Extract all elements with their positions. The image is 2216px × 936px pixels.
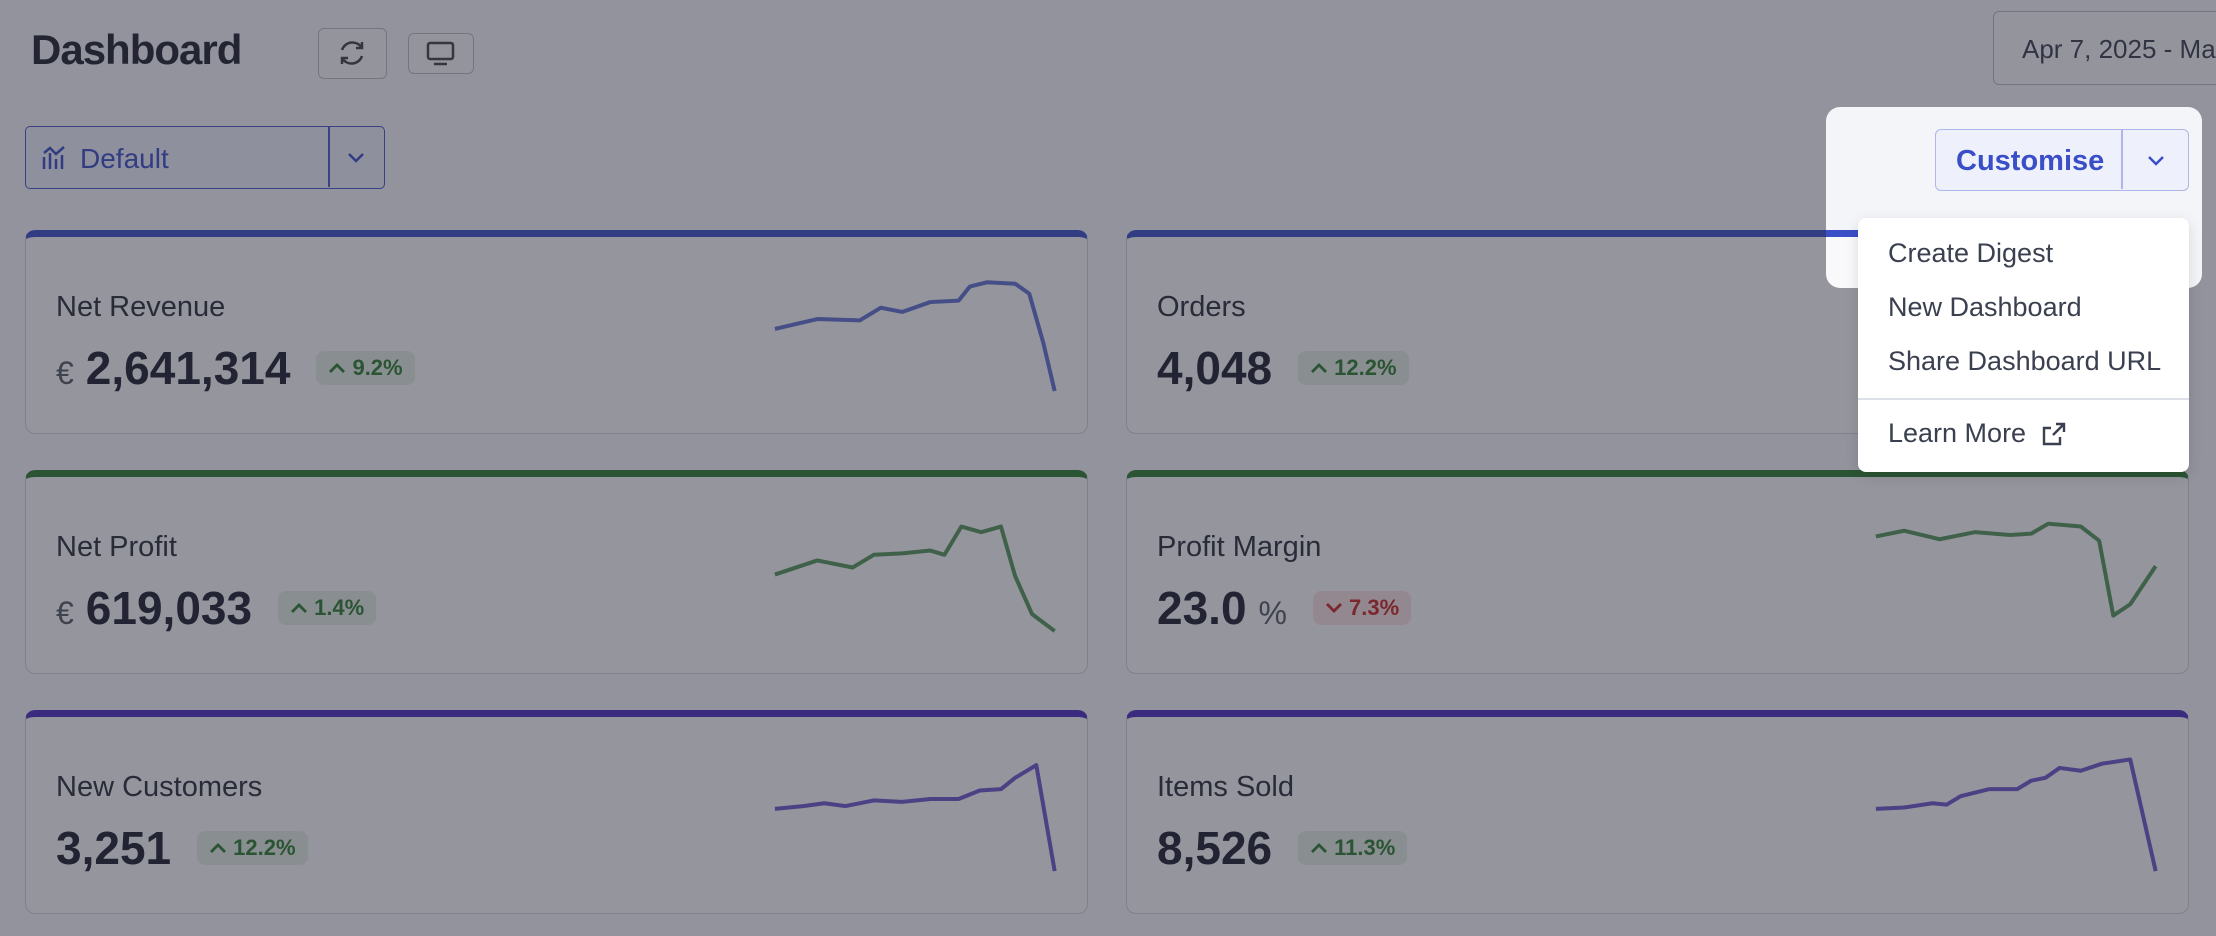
metric-card: New Customers 3,251 12.2% xyxy=(25,710,1088,914)
metric-value-row: €619,033 1.4% xyxy=(56,581,377,635)
currency: € xyxy=(56,355,74,391)
trend-icon xyxy=(210,843,227,853)
sparkline xyxy=(1875,757,2158,872)
change-badge: 1.4% xyxy=(278,591,377,625)
chevron xyxy=(210,843,227,853)
change-value: 12.2% xyxy=(233,835,296,860)
change-value: 9.2% xyxy=(352,355,403,380)
sparkline-path xyxy=(774,280,1057,392)
metric-label: New Customers xyxy=(56,771,263,803)
customise-label: Customise xyxy=(1956,145,2105,177)
refresh-button[interactable] xyxy=(318,28,387,79)
chevron-icon xyxy=(348,153,364,163)
metric-card: Net Revenue €2,641,314 9.2% xyxy=(25,230,1088,434)
sparkline xyxy=(1875,521,2158,618)
date-range: Apr 7, 2025 - Ma xyxy=(2022,34,2216,64)
chevron xyxy=(329,363,346,373)
metric-value-row: 4,048 12.2% xyxy=(1157,341,1409,395)
external-link-icon xyxy=(2042,422,2066,445)
trend-icon xyxy=(1311,363,1328,373)
change-value: 12.2% xyxy=(1334,355,1397,380)
metric-label: Net Profit xyxy=(56,531,177,563)
chevron-icon xyxy=(2148,156,2164,166)
sparkline xyxy=(774,524,1056,633)
change-value: 1.4% xyxy=(314,595,365,620)
change-badge: 11.3% xyxy=(1298,831,1408,865)
sparkline-path xyxy=(1875,521,2158,618)
metric-value: 4,048 xyxy=(1157,342,1273,394)
metric-value-row: €2,641,314 9.2% xyxy=(56,341,415,395)
trend-icon xyxy=(291,603,308,613)
metric-label: Profit Margin xyxy=(1157,531,1322,563)
trend-icon xyxy=(1325,603,1342,613)
change-badge: 7.3% xyxy=(1312,591,1412,625)
chevron xyxy=(1311,363,1328,373)
sparkline-path xyxy=(774,524,1056,633)
change-value: 7.3% xyxy=(1348,595,1400,620)
date-range-button[interactable]: Apr 7, 2025 - Ma xyxy=(1993,11,2216,85)
metric-card: Profit Margin 23.0% 7.3% xyxy=(1126,470,2189,674)
metric-label: Orders xyxy=(1157,291,1246,323)
menu-separator xyxy=(1858,398,2189,400)
chevron xyxy=(1311,843,1328,853)
learn-more: Learn More xyxy=(1888,418,2027,448)
metric-value-row: 3,251 12.2% xyxy=(56,821,308,875)
metric-value: 3,251 xyxy=(56,822,172,874)
metric-card: Items Sold 8,526 11.3% xyxy=(1126,710,2189,914)
divider xyxy=(328,127,330,187)
trend-icon xyxy=(1311,843,1328,853)
view-selected: Default xyxy=(80,143,169,174)
change-badge: 12.2% xyxy=(197,831,308,865)
metric-value-row: 23.0% 7.3% xyxy=(1157,581,1412,635)
chart-icon xyxy=(42,146,65,169)
view-selector[interactable]: Default xyxy=(25,126,385,189)
menu-item[interactable]: New Dashboard xyxy=(1888,292,2082,322)
change-badge: 12.2% xyxy=(1298,351,1409,385)
chevron xyxy=(291,603,308,613)
menu-item[interactable]: Create Digest xyxy=(1888,238,2054,268)
sparkline xyxy=(774,763,1057,872)
metric-card: Net Profit €619,033 1.4% xyxy=(25,470,1088,674)
divider xyxy=(2121,130,2123,189)
menu-item[interactable]: Learn More xyxy=(1888,418,2068,449)
metric-value: 8,526 xyxy=(1157,822,1273,874)
sparkline-path xyxy=(1875,757,2158,872)
page-title: Dashboard xyxy=(31,26,242,73)
metric-value: 619,033 xyxy=(85,582,253,634)
unit: % xyxy=(1258,595,1287,631)
menu-item[interactable]: Share Dashboard URL xyxy=(1888,346,2162,376)
metric-value-row: 8,526 11.3% xyxy=(1157,821,1408,875)
metric-value: 23.0 xyxy=(1157,582,1247,634)
sparkline-path xyxy=(774,763,1057,872)
chevron xyxy=(1325,603,1342,613)
sparkline xyxy=(774,280,1057,392)
metric-label: Net Revenue xyxy=(56,291,226,323)
monitor-icon xyxy=(426,41,455,66)
display-button[interactable] xyxy=(408,33,474,74)
change-badge: 9.2% xyxy=(316,351,415,385)
metric-label: Items Sold xyxy=(1157,771,1294,803)
currency: € xyxy=(56,595,74,631)
customise-menu: Create Digest New Dashboard Share Dashbo… xyxy=(1858,218,2189,472)
metric-value: 2,641,314 xyxy=(85,342,291,394)
trend-icon xyxy=(329,363,346,373)
change-value: 11.3% xyxy=(1334,835,1396,860)
customise-button[interactable]: Customise xyxy=(1935,129,2189,191)
refresh-icon xyxy=(340,41,364,65)
